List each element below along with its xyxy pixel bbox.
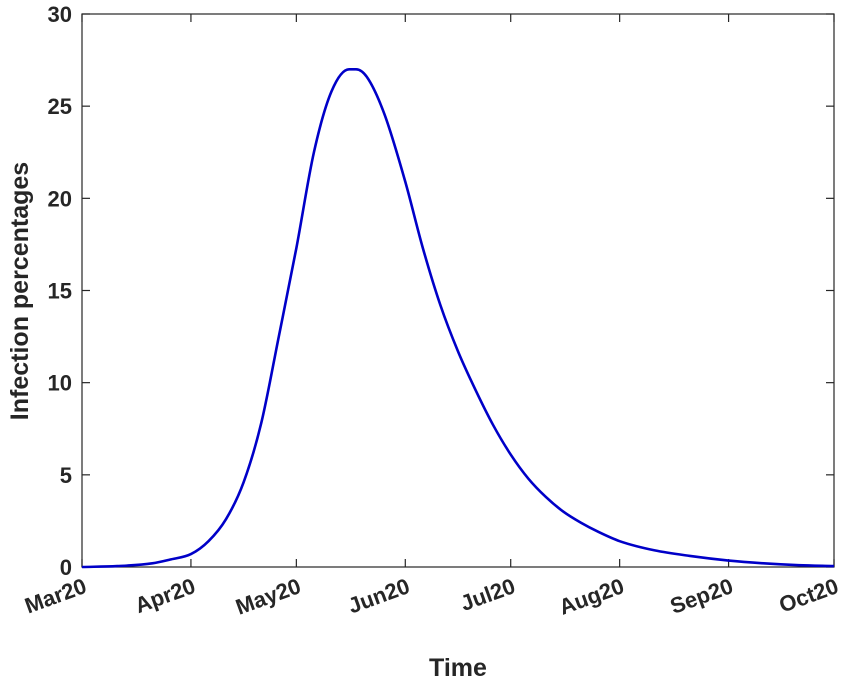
y-tick-label: 20 [48, 186, 72, 211]
y-axis-ticks: 0 5 10 15 20 25 30 [48, 2, 834, 580]
x-tick-label: Mar20 [21, 573, 89, 618]
x-tick-label: Jul20 [457, 573, 518, 616]
x-axis-label: Time [429, 654, 487, 682]
y-axis-label: Infection percentages [6, 162, 34, 420]
y-tick-label: 15 [48, 279, 72, 304]
y-tick-label: 0 [60, 555, 72, 580]
y-tick-label: 10 [48, 371, 72, 396]
plot-frame [81, 13, 835, 568]
y-tick-label: 25 [48, 94, 72, 119]
infection-curve-line [81, 68, 835, 569]
x-tick-label: Jun20 [345, 573, 413, 618]
x-tick-label: Oct20 [776, 573, 842, 617]
y-tick-label: 5 [60, 463, 72, 488]
x-tick-label: Apr20 [131, 573, 198, 618]
x-tick-label: May20 [232, 573, 304, 620]
y-tick-label: 30 [48, 2, 72, 27]
x-tick-label: Aug20 [556, 573, 628, 619]
x-tick-label: Sep20 [667, 573, 736, 619]
